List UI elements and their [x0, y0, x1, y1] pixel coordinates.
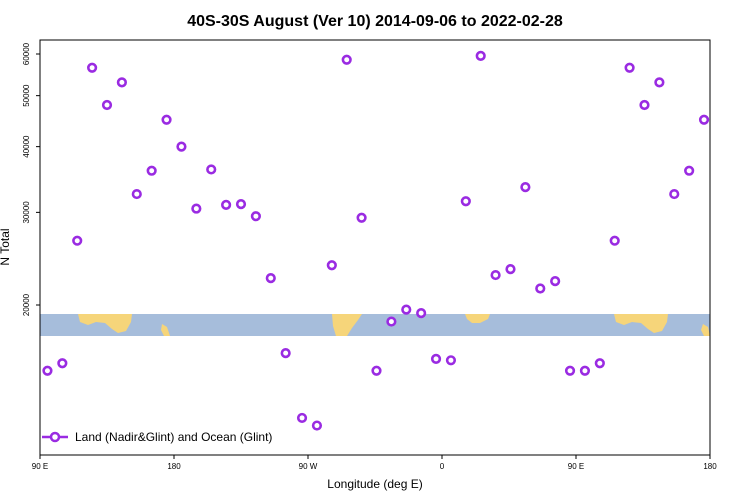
data-points [42, 50, 710, 431]
data-point-0-13 [235, 199, 247, 210]
data-point-0-26 [430, 353, 442, 364]
data-point-0-5 [116, 77, 127, 88]
data-point-0-17 [296, 412, 308, 424]
data-point-0-3 [87, 62, 98, 73]
data-point-0-24 [401, 304, 412, 315]
legend-marker [49, 431, 61, 443]
land-new-zealand-2 [701, 324, 710, 336]
data-point-0-6 [131, 188, 142, 200]
land-africa [465, 314, 490, 323]
land-new-zealand-1 [161, 324, 170, 336]
data-point-0-9 [176, 141, 187, 152]
land-australia-2 [614, 314, 668, 333]
data-point-0-23 [386, 316, 397, 327]
y-tick-label-2: 40000 [22, 135, 31, 158]
data-point-0-44 [698, 114, 710, 125]
data-point-0-31 [505, 264, 516, 275]
land-australia-1 [78, 314, 132, 333]
data-point-0-2 [72, 235, 83, 246]
x-axis: 90 E 180 90 W 0 90 E 180 [32, 455, 717, 471]
data-point-0-39 [624, 62, 635, 73]
data-point-0-1 [57, 358, 68, 369]
data-point-0-19 [326, 260, 337, 271]
data-point-0-41 [654, 77, 665, 88]
x-tick-label-1: 180 [167, 462, 181, 471]
x-tick-label-3: 0 [440, 462, 445, 471]
data-point-0-37 [594, 358, 605, 369]
x-tick-label-2: 90 W [299, 462, 318, 471]
data-point-0-25 [416, 308, 427, 319]
data-point-0-42 [669, 188, 680, 200]
data-point-0-10 [191, 203, 202, 214]
legend-label: Land (Nadir&Glint) and Ocean (Glint) [75, 430, 272, 444]
data-point-0-7 [146, 165, 157, 176]
plot-frame [39, 39, 711, 456]
data-point-0-0 [42, 365, 53, 376]
world-map-band [40, 314, 710, 336]
data-point-0-28 [460, 196, 471, 207]
y-axis-label: N Total [0, 228, 12, 265]
y-tick-label-1: 30000 [22, 201, 31, 224]
land-south-america [332, 314, 362, 336]
data-point-0-40 [639, 99, 650, 111]
data-point-0-30 [490, 269, 501, 281]
data-point-0-11 [206, 164, 217, 175]
x-axis-label: Longitude (deg E) [327, 477, 422, 491]
x-tick-label-0: 90 E [32, 462, 48, 471]
data-point-0-32 [520, 182, 531, 193]
data-point-0-27 [445, 355, 457, 366]
data-point-0-16 [280, 348, 291, 359]
data-point-0-29 [475, 50, 486, 62]
data-point-0-4 [101, 99, 113, 111]
data-point-0-8 [161, 114, 172, 125]
y-axis: 20000 30000 40000 50000 60000 [22, 42, 40, 316]
data-point-0-36 [579, 365, 591, 376]
y-tick-label-4: 60000 [22, 42, 31, 65]
legend: Land (Nadir&Glint) and Ocean (Glint) [42, 430, 272, 444]
data-point-0-34 [550, 276, 561, 287]
data-point-0-21 [356, 212, 367, 223]
y-tick-label-3: 50000 [22, 84, 31, 107]
x-tick-label-5: 180 [703, 462, 717, 471]
ocean-band [40, 314, 710, 336]
data-point-0-18 [311, 420, 323, 431]
data-point-0-35 [564, 365, 576, 376]
x-tick-label-4: 90 E [568, 462, 584, 471]
data-point-0-12 [221, 199, 232, 210]
chart-title: 40S-30S August (Ver 10) 2014-09-06 to 20… [187, 13, 563, 30]
data-point-0-33 [535, 283, 546, 294]
data-point-0-38 [609, 235, 620, 246]
data-point-0-22 [371, 365, 382, 376]
data-point-0-20 [341, 54, 352, 65]
data-point-0-14 [250, 211, 261, 222]
data-point-0-43 [684, 165, 695, 176]
y-tick-label-0: 20000 [22, 293, 31, 316]
data-point-0-15 [265, 272, 276, 284]
